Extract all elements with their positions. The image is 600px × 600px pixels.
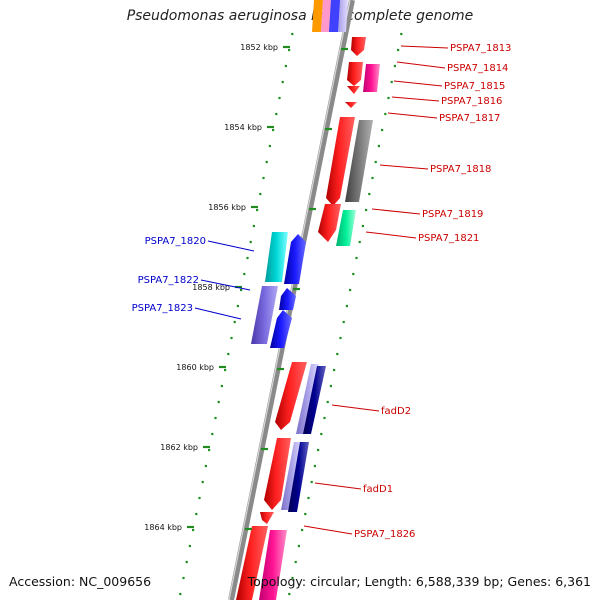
gene-label-PSPA7_1819: PSPA7_1819: [422, 209, 483, 220]
gene-labels: PSPA7_1813 PSPA7_1814 PSPA7_1815 PSPA7_1816…: [132, 43, 512, 540]
gene-label-PSPA7_1826: PSPA7_1826: [354, 529, 415, 540]
accession-text: Accession: NC_009656: [9, 574, 152, 589]
kbp-label: 1862 kbp: [160, 443, 198, 452]
kbp-label: 1856 kbp: [208, 203, 246, 212]
gene-shape-PSPA7_1816b: [345, 102, 357, 108]
dotted-rings: [179, 32, 403, 596]
genome-summary-text: Topology: circular; Length: 6,588,339 bp…: [247, 574, 591, 589]
gene-label-PSPA7_1814: PSPA7_1814: [447, 63, 508, 74]
gene-label-PSPA7_1820: PSPA7_1820: [145, 236, 206, 247]
kbp-scale: 1852 kbp 1854 kbp 1856 kbp 1858 kbp 1860 kbp…: [144, 43, 348, 532]
gene-label-PSPA7_1821: PSPA7_1821: [418, 233, 479, 244]
label-leader: [194, 307, 242, 320]
gene-shape-fadD2-lav: [296, 364, 319, 434]
label-leader: [396, 61, 446, 69]
label-leader: [393, 80, 443, 87]
label-leader: [200, 279, 251, 291]
gene-shape-PSPA7_1822: [279, 288, 296, 310]
gene-shape-PSPA7_1813: [351, 37, 366, 56]
map-title: Pseudomonas aeruginosa PA7, complete gen…: [126, 8, 474, 24]
gene-label-PSPA7_1816: PSPA7_1816: [441, 96, 502, 107]
gene-shape-fadD1: [264, 438, 291, 510]
label-leader: [207, 240, 255, 252]
gene-shape-PSPA7_1820: [265, 232, 288, 282]
gene-shape-PSPA7_1815: [363, 64, 380, 92]
label-leader: [365, 231, 417, 239]
gene-label-fadD2: fadD2: [381, 406, 411, 417]
gene-shape-PSPA7_1819: [318, 204, 341, 242]
kbp-label: 1854 kbp: [224, 123, 262, 132]
label-leader: [379, 164, 429, 170]
gene-shape-PSPA7_1823: [251, 286, 278, 344]
gene-shape-PSPA7_1818: [345, 120, 373, 202]
gene-label-PSPA7_1818: PSPA7_1818: [430, 164, 491, 175]
label-leader: [314, 482, 362, 490]
gene-label-PSPA7_1813: PSPA7_1813: [450, 43, 511, 54]
gene-shape-fadD1-navy: [288, 442, 309, 512]
gene-shape-PSPA7_1817: [326, 117, 355, 206]
gene-shape-PSPA7_1816a: [347, 86, 360, 94]
kbp-label: 1852 kbp: [240, 43, 278, 52]
label-leader: [303, 525, 353, 535]
gene-label-PSPA7_1817: PSPA7_1817: [439, 113, 500, 124]
gene-shape-PSPA7_1826-pink: [259, 530, 287, 600]
label-leader: [400, 45, 449, 49]
reverse-strand-genes: [236, 37, 380, 600]
top-partial-genes: [312, 0, 348, 32]
label-leader: [387, 112, 438, 119]
gene-label-PSPA7_1822: PSPA7_1822: [138, 275, 199, 286]
gene-shape-PSPA7_1814: [347, 62, 363, 86]
label-leader: [391, 96, 440, 102]
gene-shape-PSPA7_1826: [236, 526, 268, 600]
kbp-label: 1864 kbp: [144, 523, 182, 532]
kbp-label: 1858 kbp: [192, 283, 230, 292]
gene-label-fadD1: fadD1: [363, 484, 393, 495]
gene-label-PSPA7_1815: PSPA7_1815: [444, 81, 505, 92]
gene-shape-fadD2: [275, 362, 307, 430]
gene-shape-fadD2-navy: [303, 366, 326, 434]
forward-strand-genes: [251, 232, 306, 348]
label-leader: [331, 404, 380, 412]
gene-shape-fadD1-lav: [281, 442, 302, 510]
gene-label-PSPA7_1823: PSPA7_1823: [132, 303, 193, 314]
kbp-label: 1860 kbp: [176, 363, 214, 372]
gene-shape-PSPA7_1823-blue: [270, 310, 292, 348]
gene-shape-PSPA7_1821: [336, 210, 356, 246]
gene-shape-PSPA7_1826a: [260, 512, 274, 524]
label-leader: [371, 208, 421, 215]
gene-shape-PSPA7_1820-blue: [284, 234, 306, 284]
